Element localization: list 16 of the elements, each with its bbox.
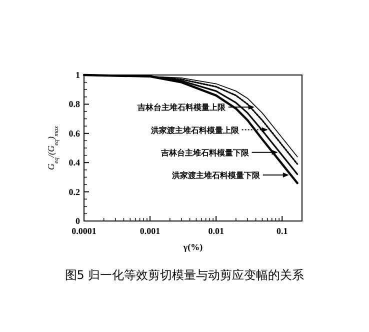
y-tick-label: 0.8 [68, 99, 80, 110]
x-tick-label: 0.001 [140, 226, 161, 236]
text: 图5 归一化等效剪切模量与动剪应变幅的关系 [64, 268, 304, 282]
legend-label: 吉林台主堆石料模量上限 [136, 102, 226, 112]
legend-label: 洪家渡主堆石料模量上限 [150, 124, 240, 135]
x-tick-label: 0.1 [276, 226, 288, 236]
y-tick-label: 0 [76, 216, 80, 226]
y-tick-label: 0.4 [68, 158, 80, 168]
x-tick-label: 0.0001 [72, 226, 97, 236]
y-tick-label: 1 [76, 70, 80, 80]
legend-label: 吉林台主堆石料模量下限 [160, 147, 250, 158]
legend-label: 洪家渡主堆石料模量下限 [170, 170, 261, 180]
x-axis-title: γ(%) [182, 242, 203, 252]
y-tick-label: 0.2 [68, 186, 80, 197]
x-tick-label: 0.01 [208, 226, 224, 236]
y-tick-label: 0.6 [68, 128, 80, 138]
